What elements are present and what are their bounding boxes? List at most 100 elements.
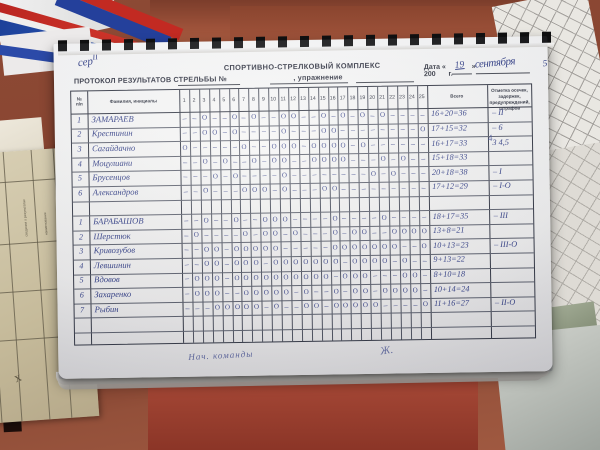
shot-cell-hit: О (293, 258, 299, 267)
shot-cell-miss: – (312, 184, 317, 194)
shot-cell-miss: – (422, 284, 428, 295)
shot-cell-hit: О (379, 111, 386, 120)
row-name: Вдовов (94, 274, 120, 285)
shot-cell-miss: – (182, 113, 187, 123)
shot-cell-hit: О (204, 274, 210, 283)
row-total: 15+18=33 (431, 152, 468, 163)
shot-cell-hit: О (322, 272, 329, 281)
shot-cell-miss: – (420, 138, 425, 149)
row-number: 3 (79, 246, 84, 256)
shot-cell-miss: – (380, 125, 385, 135)
shot-cell-miss: – (301, 155, 307, 165)
shot-cell-hit: О (320, 126, 327, 135)
shot-cell-miss: – (291, 155, 297, 165)
shot-cell-miss: – (272, 185, 278, 195)
shot-cell-miss: – (302, 228, 308, 238)
shot-cell-hit: О (382, 257, 388, 266)
pen-note: 4 (487, 132, 494, 144)
shot-cell-hit: О (362, 271, 368, 281)
shot-cell-miss: – (182, 128, 187, 138)
shot-cell-hit: О (290, 141, 297, 150)
shot-cell-hit: О (214, 288, 220, 297)
shot-cell-hit: О (243, 244, 249, 253)
shot-cell-hit: О (352, 272, 358, 281)
shot-cell-hit: О (213, 244, 220, 254)
shot-cell-miss: – (422, 255, 427, 265)
shot-cell-hit: О (283, 258, 289, 267)
shot-cell-miss: – (410, 139, 415, 149)
shot-cell-miss: – (419, 109, 425, 119)
row-number: 1 (78, 217, 83, 227)
shot-cell-miss: – (184, 274, 190, 284)
shot-cell-hit: О (381, 242, 388, 251)
shot-cell-miss: – (301, 170, 307, 180)
shot-cell-hit: О (281, 185, 288, 194)
shot-cell-hit: О (251, 113, 257, 122)
shot-cell-miss: – (192, 142, 198, 152)
shot-cell-hit: О (262, 185, 268, 194)
row-total: 11+16=27 (433, 298, 470, 309)
shot-cell-hit: О (281, 170, 288, 180)
row-total: 9+13=22 (433, 254, 465, 265)
shot-cell-miss: – (185, 303, 190, 313)
shot-cell-hit: О (214, 303, 221, 312)
shot-cell-miss: – (251, 127, 257, 137)
shot-cell-hit: О (351, 228, 358, 237)
shot-cell-miss: – (390, 154, 396, 164)
shot-cell-miss: – (372, 227, 377, 237)
shot-cell-miss: – (311, 169, 317, 180)
shot-cell-hit: О (281, 141, 287, 150)
shot-cell-hit: О (401, 227, 407, 236)
shot-cell-hit: О (203, 215, 209, 225)
shot-cell-miss: – (301, 111, 306, 121)
shot-cell-miss: – (410, 182, 416, 193)
shot-cell-miss: – (351, 140, 356, 150)
shot-cell-miss: – (313, 242, 318, 253)
shot-cell-hit: О (412, 285, 418, 294)
shot-cell-miss: – (371, 183, 376, 193)
row-notes: – III-О (494, 239, 518, 249)
shot-cell-miss: – (301, 140, 306, 151)
shot-cell-hit: О (362, 242, 368, 251)
shot-cell-hit: О (363, 301, 369, 310)
row-number: 5 (77, 173, 83, 183)
shot-cell-miss: – (293, 286, 299, 297)
row-name: Александров (92, 186, 139, 198)
shot-cell-hit: О (194, 274, 200, 283)
header-total-cell: Всего (450, 93, 464, 99)
row-name: Сагайдачно (91, 142, 136, 154)
shot-cell-miss: – (242, 171, 247, 181)
shot-cell-miss: – (390, 110, 395, 120)
shot-cell-hit: О (214, 274, 220, 283)
shot-cell-hit: О (272, 244, 279, 253)
shot-cell-hit: О (303, 272, 309, 281)
shot-cell-miss: – (421, 211, 427, 222)
shot-cell-hit: О (262, 215, 268, 224)
shot-cell-miss: – (193, 157, 198, 167)
shot-cell-hit: О (252, 186, 258, 195)
shot-cell-hit: О (292, 229, 299, 238)
shot-cell-miss: – (401, 212, 406, 222)
shot-cell-miss: – (402, 241, 407, 251)
shot-cell-hit: О (382, 286, 389, 295)
shot-cell-hit: О (271, 156, 277, 165)
header-num-cell: № п/п (75, 96, 83, 107)
shot-cell-hit: О (280, 112, 287, 121)
row-notes: – II-О (494, 297, 516, 308)
row-name: Кривозубов (93, 244, 136, 256)
shot-cell-miss: – (271, 126, 277, 136)
shot-cell-miss: – (342, 213, 347, 223)
shot-cell-hit: О (262, 244, 269, 253)
shot-cell-miss: – (213, 229, 219, 240)
shot-cell-hit: О (282, 214, 288, 223)
shot-cell-miss: – (413, 299, 418, 309)
shot-cell-miss: – (361, 169, 366, 179)
shot-cell-hit: О (211, 128, 217, 137)
row-total: 8+10=18 (433, 269, 466, 279)
form-title: СПОРТИВНО-СТРЕЛКОВЫЙ КОМПЛЕКС (223, 60, 381, 73)
shot-cell-miss: – (373, 285, 378, 295)
shot-cell-hit: О (342, 272, 349, 281)
row-name: Шерстюк (93, 230, 131, 241)
shot-cell-hit: О (283, 287, 289, 296)
shot-cell-hit: О (390, 169, 397, 178)
